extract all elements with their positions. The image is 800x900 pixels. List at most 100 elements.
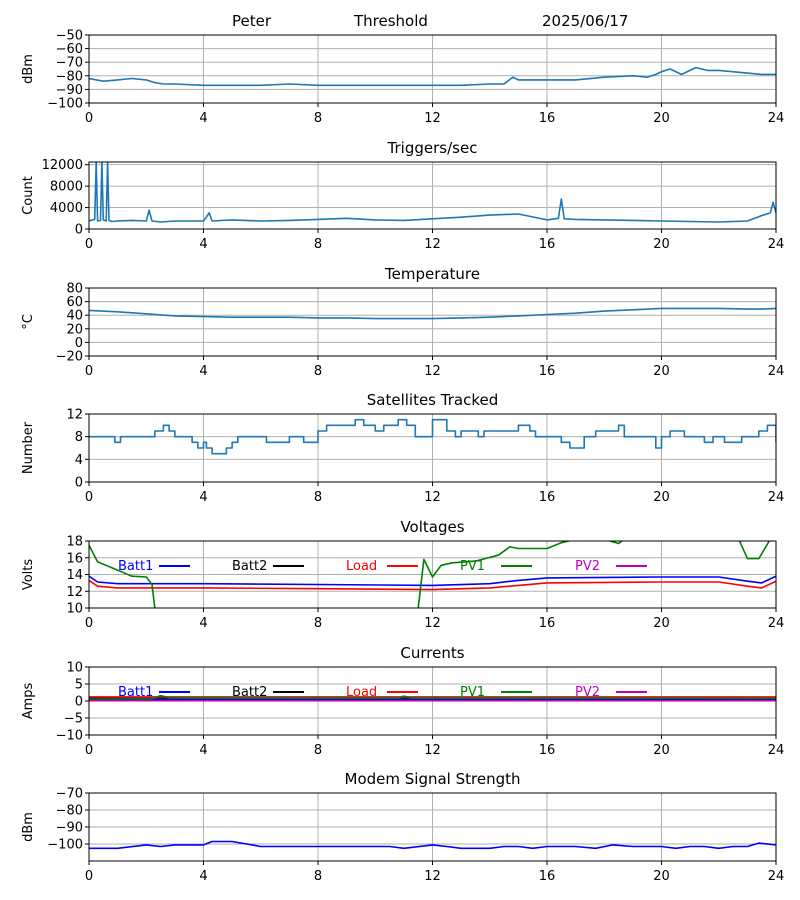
- legend-label-pv2: PV2: [575, 559, 600, 574]
- x-tick-label: 12: [424, 364, 441, 379]
- y-tick-label: −80: [56, 804, 83, 819]
- y-tick-label: −90: [56, 821, 83, 836]
- y-tick-label: 10: [66, 661, 83, 676]
- x-tick-label: 8: [314, 743, 322, 758]
- x-tick-label: 4: [199, 869, 207, 884]
- y-tick-label: −10: [56, 729, 83, 744]
- chart-title: Temperature: [384, 265, 480, 283]
- chart-title: Modem Signal Strength: [345, 770, 521, 788]
- y-tick-label: −80: [56, 69, 83, 84]
- x-tick-label: 4: [199, 743, 207, 758]
- x-tick-label: 16: [539, 743, 556, 758]
- x-tick-label: 12: [424, 490, 441, 505]
- y-axis-label: Number: [21, 421, 36, 474]
- x-tick-label: 0: [85, 237, 93, 252]
- x-tick-label: 12: [424, 616, 441, 631]
- x-tick-label: 12: [424, 869, 441, 884]
- plot-frame: [88, 34, 777, 104]
- x-tick-label: 24: [768, 616, 785, 631]
- y-tick-label: −70: [56, 787, 83, 802]
- x-tick-label: 4: [199, 364, 207, 379]
- y-tick-label: 4: [75, 453, 83, 468]
- y-tick-label: 16: [66, 551, 83, 566]
- series-line-load: [89, 579, 776, 591]
- y-tick-label: 12000: [42, 158, 83, 173]
- x-tick-label: 16: [539, 490, 556, 505]
- x-tick-label: 4: [199, 111, 207, 126]
- y-tick-label: 80: [66, 282, 83, 297]
- x-tick-label: 8: [314, 490, 322, 505]
- y-tick-label: 5: [75, 678, 83, 693]
- x-tick-label: 20: [653, 111, 670, 126]
- y-axis-label: Volts: [21, 559, 36, 591]
- legend-label-batt2: Batt2: [232, 559, 267, 574]
- x-tick-label: 4: [199, 237, 207, 252]
- series-line-data: [89, 418, 776, 455]
- series-line-pv1: [89, 541, 771, 608]
- x-tick-label: 24: [768, 237, 785, 252]
- y-tick-label: −50: [56, 29, 83, 44]
- plot-frame: [88, 792, 777, 862]
- y-tick-label: 8: [75, 430, 83, 445]
- y-tick-label: −60: [56, 42, 83, 57]
- header-date: 2025/06/17: [542, 12, 629, 30]
- y-tick-label: 10: [66, 602, 83, 617]
- y-tick-label: −90: [56, 83, 83, 98]
- x-tick-label: 24: [768, 111, 785, 126]
- x-tick-label: 12: [424, 111, 441, 126]
- y-axis-label: Amps: [21, 682, 36, 719]
- series-line-data: [89, 840, 776, 850]
- x-tick-label: 24: [768, 743, 785, 758]
- legend-label-load: Load: [346, 685, 377, 700]
- y-tick-label: 60: [66, 295, 83, 310]
- legend-label-batt1: Batt1: [118, 685, 153, 700]
- y-axis-label: Count: [21, 176, 36, 215]
- plot-frame: [88, 666, 777, 736]
- x-tick-label: 8: [314, 616, 322, 631]
- y-tick-label: −100: [47, 838, 83, 853]
- plot-frame: [88, 161, 777, 230]
- series-line-batt1: [89, 575, 776, 587]
- y-tick-label: −100: [47, 97, 83, 112]
- chart-title: Voltages: [400, 518, 464, 536]
- y-tick-label: 0: [75, 223, 83, 238]
- x-tick-label: 16: [539, 616, 556, 631]
- x-tick-label: 20: [653, 616, 670, 631]
- x-tick-label: 20: [653, 364, 670, 379]
- x-tick-label: 24: [768, 364, 785, 379]
- x-tick-label: 0: [85, 869, 93, 884]
- legend-label-pv2: PV2: [575, 685, 600, 700]
- y-tick-label: −20: [56, 350, 83, 365]
- y-tick-label: 0: [75, 476, 83, 491]
- y-tick-label: −5: [64, 712, 83, 727]
- chart-title: Currents: [400, 644, 464, 662]
- y-tick-label: −70: [56, 56, 83, 71]
- x-tick-label: 20: [653, 490, 670, 505]
- y-tick-label: 20: [66, 322, 83, 337]
- series-line-pv1: [89, 694, 776, 700]
- x-tick-label: 8: [314, 364, 322, 379]
- legend-label-pv1: PV1: [460, 685, 485, 700]
- x-tick-label: 4: [199, 490, 207, 505]
- x-tick-label: 12: [424, 743, 441, 758]
- y-tick-label: 12: [66, 408, 83, 423]
- x-tick-label: 20: [653, 743, 670, 758]
- plot-frame: [88, 287, 777, 357]
- series-line-data: [89, 66, 776, 87]
- x-tick-label: 8: [314, 237, 322, 252]
- x-tick-label: 0: [85, 616, 93, 631]
- x-tick-label: 16: [539, 237, 556, 252]
- x-tick-label: 0: [85, 364, 93, 379]
- x-tick-label: 24: [768, 869, 785, 884]
- x-tick-label: 20: [653, 869, 670, 884]
- y-axis-label: dBm: [21, 54, 36, 84]
- x-tick-label: 16: [539, 869, 556, 884]
- chart-title: Satellites Tracked: [367, 391, 498, 409]
